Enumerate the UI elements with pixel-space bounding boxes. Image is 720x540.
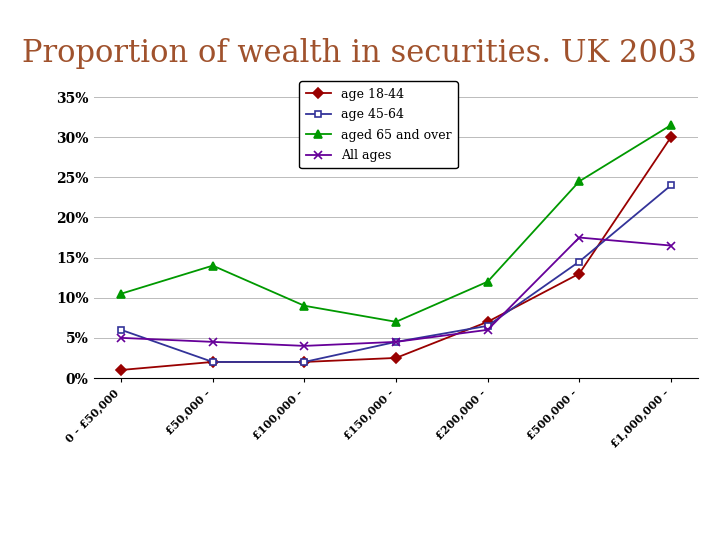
age 45-64 bbox=[575, 258, 584, 265]
All ages bbox=[575, 234, 584, 241]
All ages bbox=[667, 242, 675, 249]
age 45-64 bbox=[392, 339, 400, 345]
age 45-64 bbox=[300, 359, 309, 365]
Line: age 18-44: age 18-44 bbox=[117, 134, 675, 374]
age 45-64 bbox=[483, 322, 492, 329]
Text: Proportion of wealth in securities. UK 2003: Proportion of wealth in securities. UK 2… bbox=[22, 38, 696, 69]
aged 65 and over bbox=[392, 319, 400, 325]
aged 65 and over bbox=[667, 122, 675, 129]
age 18-44 bbox=[300, 359, 309, 365]
All ages bbox=[483, 327, 492, 333]
All ages bbox=[392, 339, 400, 345]
Text: Frank Cowell: EC426: Frank Cowell: EC426 bbox=[454, 518, 581, 532]
aged 65 and over bbox=[117, 291, 125, 297]
age 18-44 bbox=[667, 134, 675, 140]
age 18-44 bbox=[575, 271, 584, 277]
Text: 06 February 2012: 06 February 2012 bbox=[14, 518, 121, 532]
age 45-64 bbox=[117, 327, 125, 333]
Text: 10: 10 bbox=[670, 518, 691, 532]
Legend: age 18-44, age 45-64, aged 65 and over, All ages: age 18-44, age 45-64, aged 65 and over, … bbox=[300, 82, 457, 168]
Line: age 45-64: age 45-64 bbox=[117, 182, 675, 366]
age 18-44 bbox=[392, 355, 400, 361]
All ages bbox=[208, 339, 217, 345]
aged 65 and over bbox=[575, 178, 584, 185]
Line: aged 65 and over: aged 65 and over bbox=[117, 121, 675, 326]
age 45-64 bbox=[667, 182, 675, 188]
age 18-44 bbox=[117, 367, 125, 373]
age 45-64 bbox=[208, 359, 217, 365]
age 18-44 bbox=[208, 359, 217, 365]
aged 65 and over bbox=[300, 302, 309, 309]
age 18-44 bbox=[483, 319, 492, 325]
Line: All ages: All ages bbox=[117, 233, 675, 350]
aged 65 and over bbox=[483, 279, 492, 285]
aged 65 and over bbox=[208, 262, 217, 269]
All ages bbox=[117, 335, 125, 341]
All ages bbox=[300, 343, 309, 349]
